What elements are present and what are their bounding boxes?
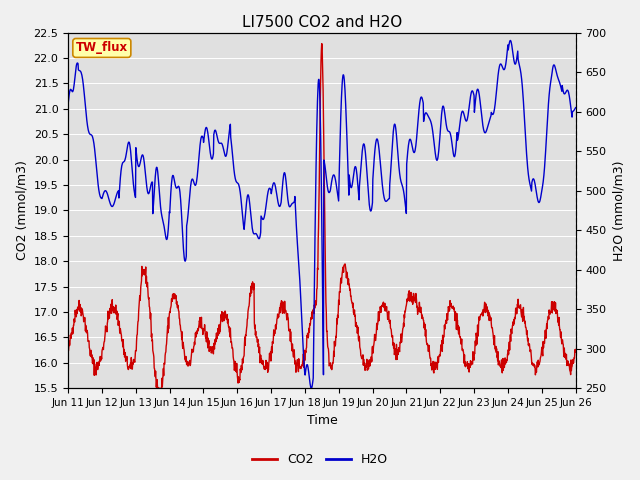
Legend: CO2, H2O: CO2, H2O [247, 448, 393, 471]
H2O [506, 37, 514, 43]
CO2 [401, 308, 409, 314]
CO2 [165, 316, 173, 322]
H2O [64, 101, 72, 107]
Line: CO2: CO2 [68, 44, 575, 388]
X-axis label: Time: Time [307, 414, 337, 427]
H2O [512, 60, 520, 65]
Line: H2O: H2O [68, 40, 575, 388]
CO2 [572, 347, 579, 352]
H2O [177, 203, 185, 208]
CO2 [234, 380, 242, 386]
H2O [165, 221, 173, 227]
Title: LI7500 CO2 and H2O: LI7500 CO2 and H2O [242, 15, 402, 30]
Y-axis label: CO2 (mmol/m3): CO2 (mmol/m3) [15, 160, 28, 260]
H2O [308, 385, 316, 391]
CO2 [318, 41, 326, 47]
CO2 [467, 360, 475, 366]
CO2 [177, 329, 185, 335]
H2O [572, 105, 579, 110]
CO2 [512, 305, 520, 311]
CO2 [154, 385, 161, 391]
CO2 [64, 348, 72, 353]
H2O [234, 180, 242, 186]
Y-axis label: H2O (mmol/m3): H2O (mmol/m3) [612, 160, 625, 261]
H2O [401, 195, 408, 201]
H2O [467, 92, 475, 97]
Text: TW_flux: TW_flux [76, 41, 128, 54]
